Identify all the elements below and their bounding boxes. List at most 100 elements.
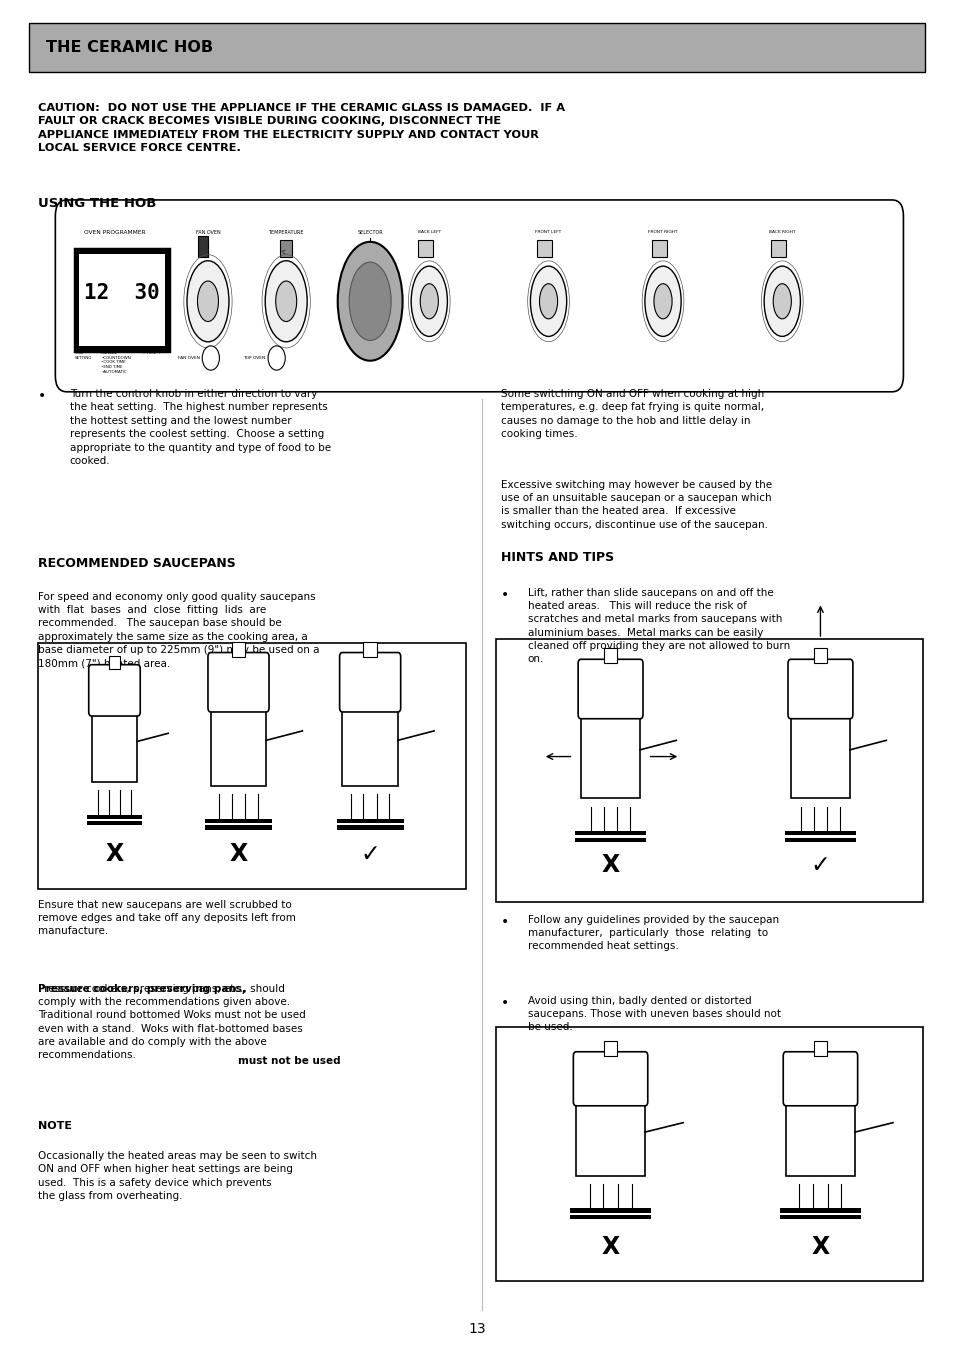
Text: OVEN PROGRAMMER: OVEN PROGRAMMER	[84, 230, 146, 235]
Bar	[75, 249, 169, 351]
Text: Lift, rather than slide saucepans on and off the
heated areas.   This will reduc: Lift, rather than slide saucepans on and…	[527, 588, 789, 665]
Ellipse shape	[530, 266, 566, 336]
Text: •: •	[500, 588, 509, 601]
Ellipse shape	[337, 242, 402, 361]
Ellipse shape	[197, 281, 218, 322]
Bar	[336, 825, 403, 830]
Text: BACK RIGHT: BACK RIGHT	[768, 230, 795, 234]
Ellipse shape	[349, 262, 391, 340]
Bar	[38, 643, 465, 889]
Text: X: X	[810, 1235, 829, 1259]
Text: FAN OVEN: FAN OVEN	[178, 357, 200, 359]
Text: For speed and economy only good quality saucepans
with  flat  bases  and  close : For speed and economy only good quality …	[38, 592, 319, 669]
Text: FRONT RIGHT: FRONT RIGHT	[647, 230, 678, 234]
Circle shape	[202, 346, 219, 370]
Text: USING THE HOB: USING THE HOB	[38, 197, 156, 211]
Ellipse shape	[644, 266, 680, 336]
Ellipse shape	[411, 266, 447, 336]
Text: HINTS AND TIPS: HINTS AND TIPS	[500, 551, 614, 565]
Bar	[29, 23, 924, 72]
Text: ✓: ✓	[360, 842, 379, 866]
Text: FAN OVEN: FAN OVEN	[195, 230, 220, 235]
Bar	[79, 254, 165, 346]
Text: Pressure cookers, preserving pans, etc., should
comply with the recommendations : Pressure cookers, preserving pans, etc.,…	[38, 984, 306, 1061]
Text: must not be used: must not be used	[238, 1056, 341, 1066]
Ellipse shape	[187, 261, 229, 342]
Text: •: •	[38, 389, 47, 403]
Bar	[570, 1216, 650, 1219]
Bar	[813, 648, 826, 663]
Bar	[232, 642, 245, 657]
Bar	[91, 712, 137, 782]
Bar	[580, 715, 639, 798]
Text: 13: 13	[468, 1323, 485, 1336]
Bar	[603, 1042, 617, 1056]
Text: Ensure that new saucepans are well scrubbed to
remove edges and take off any dep: Ensure that new saucepans are well scrub…	[38, 900, 295, 936]
Text: X: X	[600, 1235, 619, 1259]
FancyBboxPatch shape	[208, 653, 269, 712]
Text: •: •	[97, 340, 101, 346]
Text: X: X	[229, 842, 248, 866]
Bar	[785, 1102, 854, 1175]
Text: TIME
SETTING: TIME SETTING	[74, 351, 91, 359]
Bar	[342, 708, 397, 786]
Text: Follow any guidelines provided by the saucepan
manufacturer,  particularly  thos: Follow any guidelines provided by the sa…	[527, 915, 778, 951]
Bar	[576, 1102, 644, 1175]
Bar	[784, 838, 855, 842]
FancyBboxPatch shape	[89, 665, 140, 716]
Bar	[211, 708, 266, 786]
Bar	[363, 642, 376, 657]
Ellipse shape	[539, 284, 557, 319]
Ellipse shape	[653, 284, 671, 319]
FancyBboxPatch shape	[578, 659, 642, 719]
Bar	[575, 838, 645, 842]
Text: TEMPERATURE: TEMPERATURE	[268, 230, 304, 235]
FancyBboxPatch shape	[782, 1051, 857, 1105]
Text: CAUTION:  DO NOT USE THE APPLIANCE IF THE CERAMIC GLASS IS DAMAGED.  IF A
FAULT : CAUTION: DO NOT USE THE APPLIANCE IF THE…	[38, 103, 564, 154]
Bar	[784, 831, 855, 835]
Text: •: •	[500, 996, 509, 1009]
Text: BACK LEFT: BACK LEFT	[417, 230, 440, 234]
Text: THE CERAMIC HOB: THE CERAMIC HOB	[46, 39, 213, 55]
Text: 12  30: 12 30	[84, 284, 160, 303]
Bar	[575, 831, 645, 835]
Bar	[651, 240, 666, 257]
Bar	[813, 1042, 826, 1056]
Bar	[205, 819, 272, 823]
Bar	[780, 1216, 860, 1219]
Ellipse shape	[772, 284, 790, 319]
Bar	[417, 240, 433, 257]
Text: NOTE: NOTE	[38, 1121, 72, 1131]
Ellipse shape	[763, 266, 800, 336]
Text: SELECTOR: SELECTOR	[357, 230, 382, 235]
FancyBboxPatch shape	[55, 200, 902, 392]
Circle shape	[268, 346, 285, 370]
Ellipse shape	[275, 281, 296, 322]
Bar	[537, 240, 552, 257]
Text: Some switching ON and OFF when cooking at high
temperatures, e.g. deep fat fryin: Some switching ON and OFF when cooking a…	[500, 389, 763, 439]
Text: X: X	[105, 842, 124, 866]
FancyBboxPatch shape	[573, 1051, 647, 1105]
Text: X: X	[600, 852, 619, 877]
Text: °C: °C	[280, 250, 286, 255]
Bar	[603, 648, 617, 663]
Text: Occasionally the heated areas may be seen to switch
ON and OFF when higher heat : Occasionally the heated areas may be see…	[38, 1151, 316, 1201]
Ellipse shape	[265, 261, 307, 342]
Text: Turn the control knob in either direction to vary
the heat setting.  The highest: Turn the control knob in either directio…	[70, 389, 331, 466]
Bar	[496, 639, 923, 902]
Text: •: •	[97, 324, 101, 330]
Text: •: •	[500, 915, 509, 928]
Bar	[496, 1027, 923, 1281]
Text: Excessive switching may however be caused by the
use of an unsuitable saucepan o: Excessive switching may however be cause…	[500, 480, 771, 530]
Text: ✓: ✓	[810, 852, 829, 877]
Bar	[198, 236, 208, 257]
Text: RECOMMENDED SAUCEPANS: RECOMMENDED SAUCEPANS	[38, 557, 235, 570]
Text: Pressure cookers, preserving pans,: Pressure cookers, preserving pans,	[38, 984, 246, 993]
Text: FRONT LEFT: FRONT LEFT	[535, 230, 561, 234]
Text: Avoid using thin, badly dented or distorted
saucepans. Those with uneven bases s: Avoid using thin, badly dented or distor…	[527, 996, 780, 1032]
Bar	[87, 821, 142, 825]
Ellipse shape	[419, 284, 437, 319]
Bar	[280, 240, 292, 257]
Bar	[570, 1209, 650, 1213]
Bar	[87, 815, 142, 819]
